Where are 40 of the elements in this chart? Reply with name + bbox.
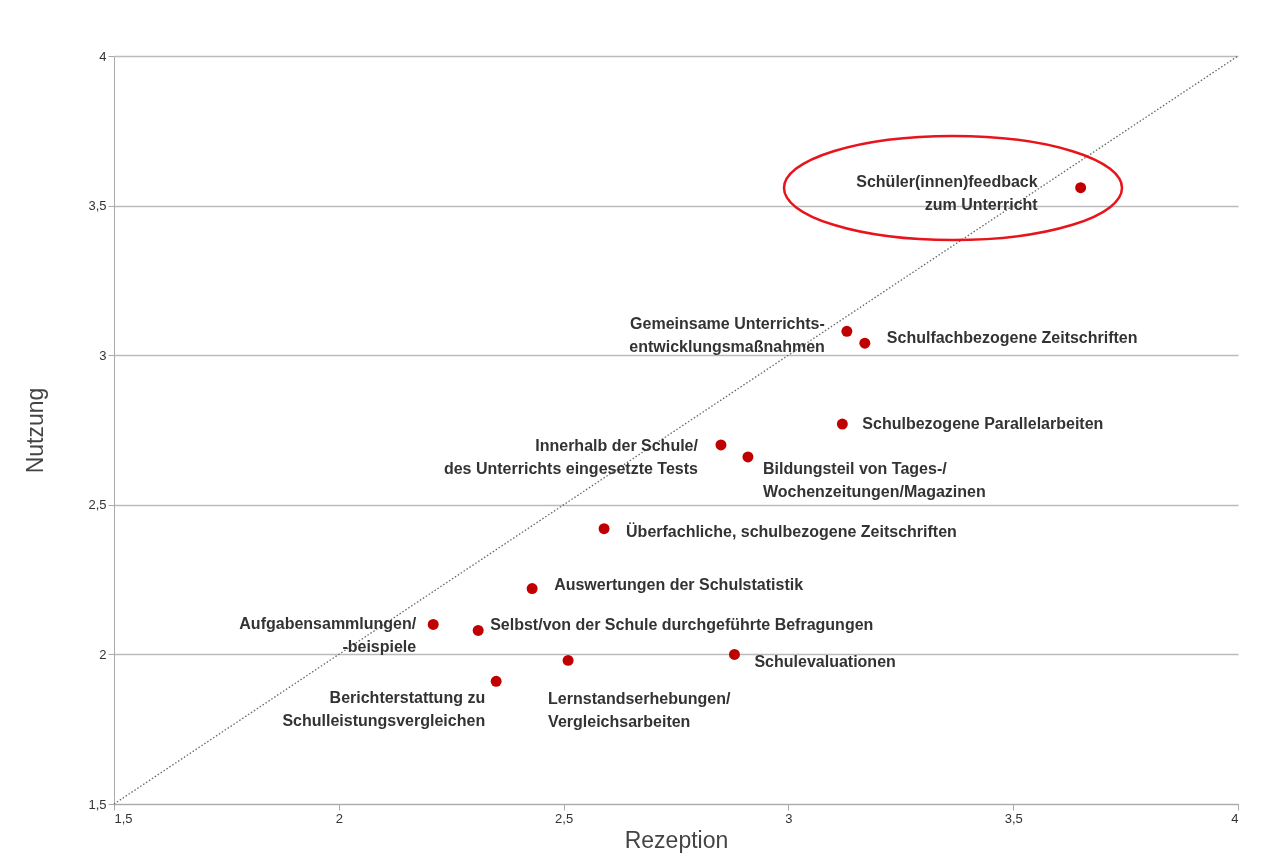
annotation: Schulfachbezogene Zeitschriften <box>886 329 1138 347</box>
point <box>427 619 439 630</box>
point <box>562 654 574 666</box>
x-tick-label: 1,5 <box>114 810 133 826</box>
annotation: Schulevaluationen <box>754 653 896 671</box>
annotation: Bildungsteil von Tages-/ Wochenzeitungen/Magazinen <box>762 459 986 500</box>
x-tick-label: 2 <box>335 810 343 826</box>
x-axis-title: Rezeption <box>624 826 729 853</box>
point <box>836 418 848 430</box>
annotation: Gemeinsame Unterrichts- entwicklungsmaßnahmen <box>629 315 825 356</box>
annotation: Auswertungen der Schulstatistik <box>554 575 804 593</box>
point <box>472 625 484 636</box>
y-axis-title: Nutzung <box>22 387 49 474</box>
point <box>859 337 871 349</box>
annotation: Innerhalb der Schule/ des Unterrichts eingesetzte Tests <box>443 436 699 477</box>
y-tick-label: 4 <box>99 48 107 64</box>
annotation: Lernstandserhebungen/ Vergleichsarbeiten <box>548 690 731 731</box>
y-tick-label: 2 <box>99 646 107 662</box>
y-tick-label: 2,5 <box>88 497 107 513</box>
x-tick-label: 3,5 <box>1004 810 1023 826</box>
annotation: Aufgabensammlungen/ -beispiele <box>239 615 417 656</box>
x-tick-label: 2,5 <box>555 810 574 826</box>
y-tick-label: 3 <box>99 347 107 363</box>
point <box>526 583 538 595</box>
point <box>490 675 502 687</box>
point <box>1075 182 1087 194</box>
annotation: Überfachliche, schulbezogene Zeitschriften <box>626 521 957 540</box>
annotation: Selbst/von der Schule durchgeführte Befragungen <box>490 616 874 634</box>
annotation: Berichterstattung zu Schulleistungsvergleichen <box>282 689 486 730</box>
point <box>728 648 740 660</box>
x-tick-label: 4 <box>1231 810 1239 826</box>
point <box>841 325 853 337</box>
y-tick-label: 1,5 <box>88 796 107 812</box>
y-tick-label: 3,5 <box>88 198 107 214</box>
x-tick-label: 3 <box>785 810 793 826</box>
annotation: Schulbezogene Parallelarbeiten <box>862 415 1104 433</box>
point <box>598 523 610 535</box>
point <box>742 451 754 463</box>
point <box>715 439 727 451</box>
annotation: Schüler(innen)feedback zum Unterricht <box>856 172 1039 213</box>
